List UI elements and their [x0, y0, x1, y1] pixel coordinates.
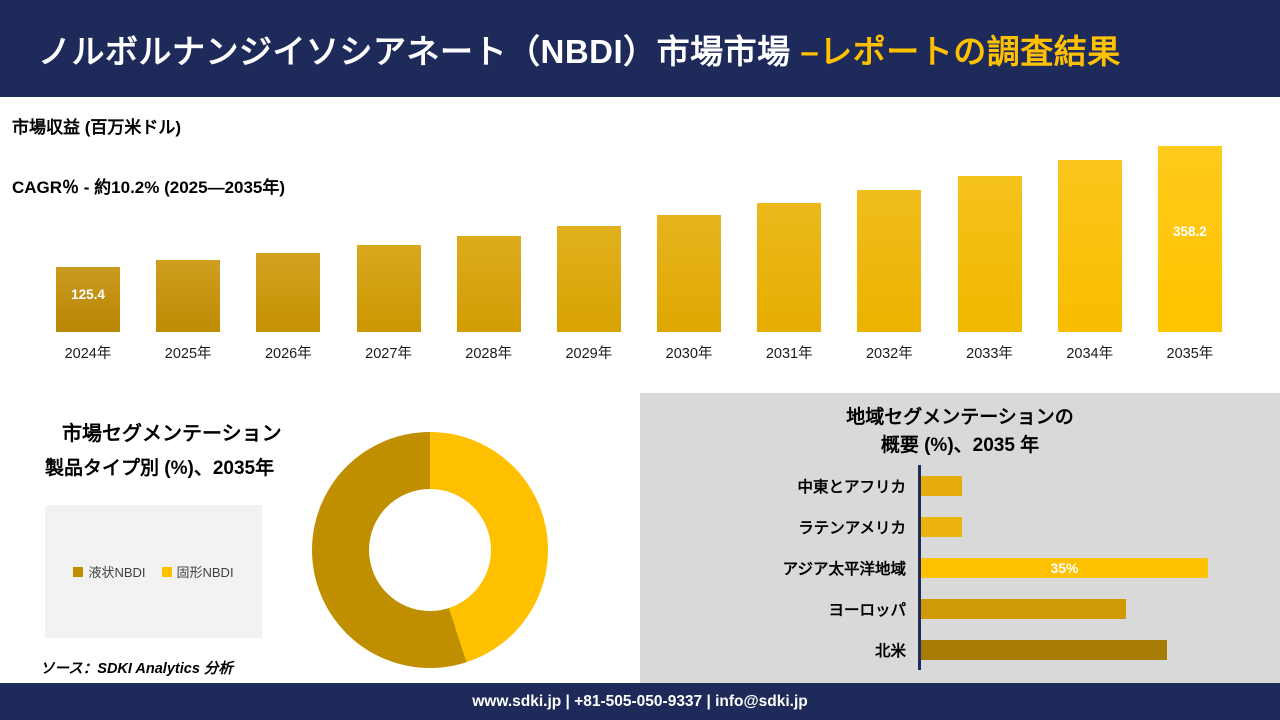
regional-bar-zone: [918, 588, 1272, 629]
revenue-bar: [857, 190, 922, 332]
regional-row-label: 中東とアフリカ: [797, 478, 906, 496]
legend-label: 固形NBDI: [176, 565, 234, 580]
revenue-bar: [1057, 160, 1122, 332]
regional-bar: [921, 598, 1126, 619]
segmentation-subtitle: 製品タイプ別 (%)、2035年: [45, 458, 275, 479]
year-label: 2031年: [765, 346, 813, 362]
year-label: 2026年: [264, 346, 312, 362]
regional-panel: 地域セグメンテーションの 概要 (%)、2035 年 中東とアフリカ ラテンアメリ…: [640, 393, 1280, 683]
footer-contact: www.sdki.jp | +81-505-050-9337 | info@sd…: [472, 692, 808, 710]
regional-title: 地域セグメンテーションの 概要 (%)、2035 年: [640, 404, 1280, 460]
legend-box: 液状NBDI 固形NBDI: [45, 505, 262, 638]
year-label: 2030年: [665, 346, 713, 362]
revenue-bar-slot: 2031年: [757, 97, 822, 362]
revenue-bar-slot: 2033年: [957, 97, 1022, 362]
revenue-bar-slot: 2026年: [256, 97, 321, 362]
legend-label: 液状NBDI: [88, 565, 146, 580]
regional-row-label: ラテンアメリカ: [798, 519, 906, 537]
year-label: 2029年: [565, 346, 613, 362]
revenue-bar-slot: 2034年: [1057, 97, 1122, 362]
legend-swatch: [161, 566, 172, 577]
metric-label: 市場収益 (百万米ドル): [12, 118, 182, 137]
revenue-bar-slot: 358.2 2035年: [1157, 97, 1222, 362]
regional-bar: [921, 475, 962, 496]
segmentation-title: 市場セグメンテーション: [62, 423, 282, 445]
revenue-bar-slot: 2032年: [857, 97, 922, 362]
year-label: 2034年: [1066, 346, 1114, 362]
regional-bar-zone: [918, 465, 1272, 506]
regional-bar-value: 35%: [1050, 559, 1079, 576]
page-title-accent: –レポートの調査結果: [800, 32, 1121, 70]
regional-row-label: アジア太平洋地域: [782, 560, 906, 578]
regional-bar-zone: [918, 506, 1272, 547]
regional-row: 中東とアフリカ: [650, 465, 1272, 506]
revenue-bar-slot: 2030年: [657, 97, 722, 362]
revenue-bar-slot: 2028年: [456, 97, 521, 362]
revenue-bar: [757, 203, 822, 332]
regional-row: アジア太平洋地域 35%: [650, 547, 1272, 588]
revenue-bar: [556, 226, 621, 332]
regional-row: 北米: [650, 629, 1272, 670]
year-label: 2035年: [1166, 346, 1214, 362]
year-label: 2025年: [164, 346, 212, 362]
cagr-label: CAGR％ - 約10.2% (2025―2035年): [12, 178, 286, 197]
source-note: ソース：SDKI Analytics 分析: [40, 661, 233, 677]
product-share-donut: [312, 432, 548, 668]
product-segmentation-panel: 市場セグメンテーション 製品タイプ別 (%)、2035年 液状NBDI 固形NBD…: [0, 393, 640, 683]
revenue-bar: [356, 245, 421, 332]
legend-item: 液状NBDI: [73, 562, 146, 581]
regional-bar-zone: [918, 629, 1272, 670]
year-label: 2032年: [865, 346, 913, 362]
year-label: 2033年: [966, 346, 1013, 362]
revenue-bar: [957, 176, 1022, 332]
regional-row-label: 北米: [874, 642, 906, 660]
revenue-bar-slot: 125.4 2024年: [56, 97, 120, 362]
regional-bars: 中東とアフリカ ラテンアメリカアジア太平洋地域 35% ヨーロッパ北米: [650, 465, 1272, 670]
regional-bar: [921, 516, 962, 537]
revenue-bar: 358.2: [1157, 146, 1222, 332]
page-title: ノルボルナンジイソシアネート（NBDI）市場市場 –レポートの調査結果: [38, 25, 1121, 73]
revenue-bar: [156, 260, 221, 332]
revenue-bar: [256, 253, 321, 332]
regional-bar-zone: 35%: [918, 547, 1272, 588]
revenue-bar-slot: 2029年: [556, 97, 621, 362]
revenue-chart-section: 市場収益 (百万米ドル) CAGR％ - 約10.2% (2025―2035年)…: [0, 97, 1280, 393]
regional-title-line1: 地域セグメンテーションの: [846, 407, 1074, 428]
revenue-bar: [456, 236, 521, 332]
year-label: 2028年: [465, 346, 513, 362]
revenue-bar-slot: 2027年: [356, 97, 421, 362]
year-label: 2024年: [64, 346, 112, 362]
page-title-main: ノルボルナンジイソシアネート（NBDI）市場市場: [38, 32, 801, 70]
revenue-bar-slot: 2025年: [156, 97, 221, 362]
legend-swatch: [73, 566, 84, 577]
bar-value-label: 358.2: [1172, 224, 1207, 239]
footer-bar: www.sdki.jp | +81-505-050-9337 | info@sd…: [0, 683, 1280, 720]
bar-value-label: 125.4: [71, 287, 105, 302]
legend-item: 固形NBDI: [161, 562, 234, 581]
revenue-bar: 125.4: [56, 267, 120, 332]
regional-row: ラテンアメリカ: [650, 506, 1272, 547]
revenue-bar: [657, 215, 722, 332]
year-label: 2027年: [365, 346, 412, 362]
regional-row: ヨーロッパ: [650, 588, 1272, 629]
header-banner: ノルボルナンジイソシアネート（NBDI）市場市場 –レポートの調査結果: [0, 0, 1280, 97]
regional-bar: [921, 639, 1167, 660]
regional-row-label: ヨーロッパ: [828, 601, 906, 619]
regional-bar: 35%: [921, 557, 1208, 578]
revenue-bars: 125.4 2024年 2025年 2026年 2027年 2028年 2029年 2030年…: [56, 97, 1222, 362]
regional-title-line2: 概要 (%)、2035 年: [880, 435, 1040, 456]
